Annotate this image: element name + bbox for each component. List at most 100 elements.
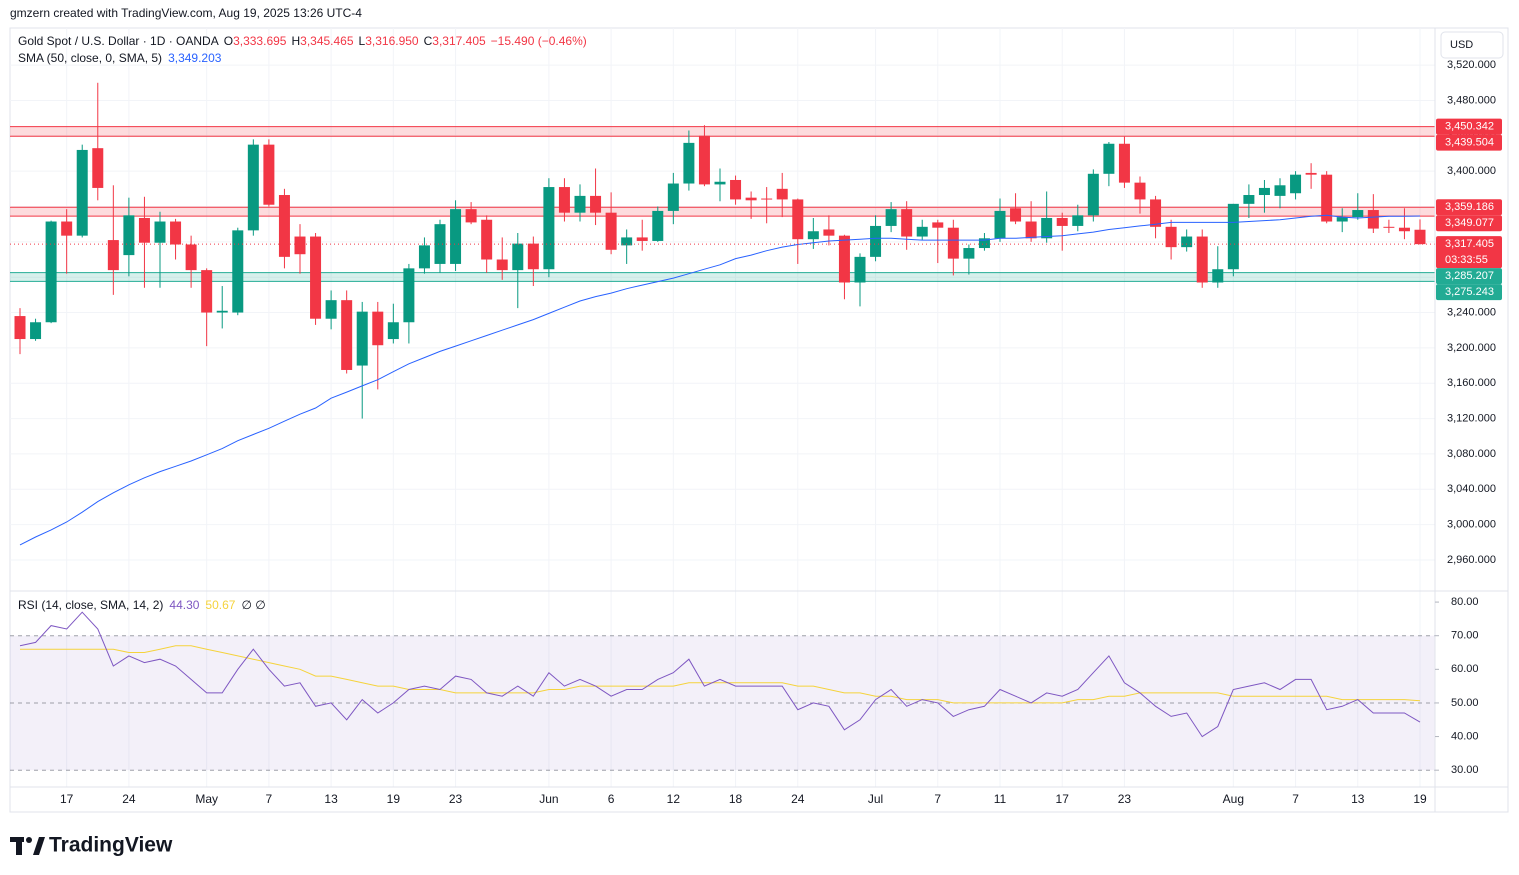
time-tick-label: 19 [387, 792, 401, 806]
logo-shape [26, 837, 32, 843]
candle-body [870, 225, 882, 257]
candle-body [1181, 236, 1193, 248]
logo-shape [33, 837, 45, 855]
legend-flags: ∅ ∅ [241, 598, 265, 612]
sma-line [19, 214, 1421, 546]
legend-value: 44.30 [169, 598, 199, 612]
price-tag [1436, 268, 1502, 285]
rsi-tick-label: 30.00 [1451, 764, 1479, 776]
time-tick-label: 7 [1292, 792, 1299, 806]
price-tag-label: 3,450.342 [1445, 121, 1494, 133]
candle-body [512, 243, 524, 271]
candle-body [807, 231, 819, 240]
candle-body [558, 187, 570, 213]
price-tick-label: 3,520.000 [1447, 59, 1496, 71]
legend: RSI (14, close, SMA, 14, 2) 44.30 50.67 ∅ ∅ [18, 598, 266, 612]
candle-body [901, 209, 913, 237]
time-tick-label: 11 [994, 792, 1007, 806]
candle-body [45, 221, 57, 323]
legend-title: Gold Spot / U.S. Dollar · 1D · OANDA [18, 34, 219, 48]
legend: Gold Spot / U.S. Dollar · 1D · OANDA O3,3… [18, 34, 587, 48]
zone [10, 207, 1435, 217]
legends: Gold Spot / U.S. Dollar · 1D · OANDA O3,3… [18, 34, 587, 612]
candle-body [963, 248, 975, 259]
candle-body [1025, 221, 1037, 239]
candle-body [294, 236, 306, 255]
candle-body [1352, 210, 1364, 218]
currency-box [1440, 31, 1504, 59]
candle-body [683, 142, 695, 184]
candle-body [1056, 217, 1068, 226]
candle-body [916, 226, 928, 237]
candle-body [278, 195, 290, 257]
candle-body [543, 187, 555, 270]
price-tag-label: 3,275.243 [1445, 286, 1494, 298]
time-tick-label: 17 [1056, 792, 1070, 806]
candle-body [745, 197, 757, 201]
candle-body [730, 179, 742, 200]
rsi-tick-label: 40.00 [1451, 730, 1479, 742]
rsi-line [20, 645, 1421, 704]
candle-body [854, 256, 866, 283]
axes: 17 24 May 7 13 19 23 Jun 6 12 18 24 Jul 7 11 17 23 Aug 7 13… [10, 28, 1508, 812]
logo-shape [16, 837, 22, 855]
candle-body [1243, 195, 1255, 204]
candle-body [232, 230, 244, 313]
time-tick-label: 23 [1118, 792, 1132, 806]
candle-body [496, 259, 508, 271]
candle-body [1383, 226, 1395, 228]
candle-body [1087, 173, 1099, 216]
candle-body [1367, 210, 1379, 229]
candle-body [1258, 187, 1270, 196]
price-tag-label: 3,317.405 [1445, 238, 1494, 250]
candle-body [1196, 236, 1208, 283]
price-tick-label: 3,040.000 [1447, 483, 1496, 495]
candle-body [61, 221, 73, 236]
legend-value: 3,317.405 [432, 34, 486, 48]
candle-body [636, 237, 648, 241]
price-tick-label: 3,480.000 [1447, 94, 1496, 106]
price-tag [1436, 284, 1502, 301]
price-tick-label: 3,240.000 [1447, 306, 1496, 318]
credit: gmzern created with TradingView.com, Aug… [10, 6, 362, 20]
price-tick-label: 3,400.000 [1447, 165, 1496, 177]
rsi-line [19, 611, 1421, 738]
candle-body [1336, 217, 1348, 222]
time-tick-label: 13 [1351, 792, 1365, 806]
candle-body [403, 268, 415, 323]
chart-frame [9, 27, 1509, 813]
candle-body [885, 209, 897, 226]
legend-change: −15.490 (−0.46%) [491, 34, 587, 48]
candle-body [776, 188, 788, 200]
time-tick-label: Jul [868, 792, 883, 806]
candle-body [1321, 174, 1333, 222]
time-tick-label: May [195, 792, 218, 806]
candle-body [1212, 269, 1224, 283]
candle-body [792, 199, 804, 240]
legend-title: SMA (50, close, 0, SMA, 5) [18, 51, 162, 65]
candle-body [590, 195, 602, 213]
time-tick-label: 24 [122, 792, 136, 806]
candle-body [356, 311, 368, 366]
legend-value: 3,316.950 [365, 34, 419, 48]
price-tag-label: 03:33:55 [1445, 254, 1488, 266]
candle-body [667, 183, 679, 211]
zone [10, 126, 1435, 137]
rsi-tick-label: 60.00 [1451, 663, 1479, 675]
candle-body [1134, 182, 1146, 200]
candle-body [30, 322, 42, 340]
candle-body [994, 210, 1006, 239]
candle-body [1398, 227, 1410, 232]
candle-body [932, 222, 944, 228]
price-tag [1436, 199, 1502, 216]
legend-value: 50.67 [205, 598, 235, 612]
candle-body [14, 316, 26, 340]
rsi-tick-label: 80.00 [1451, 596, 1479, 608]
candle-body [838, 235, 850, 283]
candle-body [605, 212, 617, 250]
candle-body [201, 270, 213, 313]
time-tick-label: 23 [449, 792, 463, 806]
candle-body [698, 135, 710, 185]
candle-body [170, 221, 182, 245]
